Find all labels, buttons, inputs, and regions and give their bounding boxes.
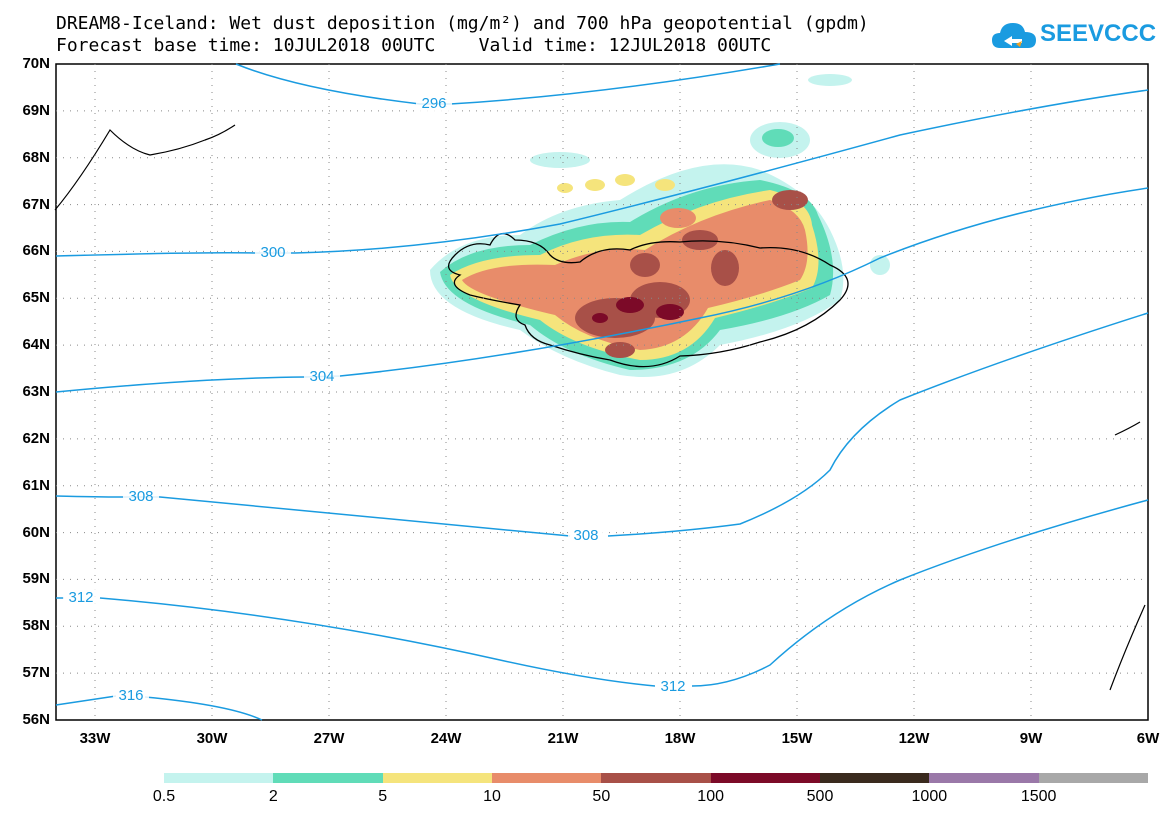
lat-label: 57N bbox=[22, 664, 50, 682]
lat-label: 64N bbox=[22, 336, 50, 354]
legend-swatch bbox=[273, 773, 383, 783]
lat-label: 63N bbox=[22, 383, 50, 400]
legend-swatch bbox=[1038, 773, 1148, 783]
lat-label: 68N bbox=[22, 148, 50, 166]
contour-label: 296 bbox=[421, 95, 446, 112]
legend-label: 2 bbox=[268, 788, 278, 805]
legend-swatch bbox=[929, 773, 1039, 783]
cloud-logo-icon bbox=[992, 23, 1036, 48]
lat-label: 62N bbox=[22, 429, 50, 447]
lat-label: 66N bbox=[22, 242, 50, 260]
legend-label: 50 bbox=[592, 788, 611, 805]
contour-label: 308 bbox=[573, 527, 598, 544]
dust-deposition-field bbox=[430, 74, 890, 377]
map-title: DREAM8-Iceland: Wet dust deposition (mg/… bbox=[56, 13, 869, 34]
lat-label: 67N bbox=[22, 195, 50, 213]
greenland-coastline bbox=[54, 124, 236, 211]
legend-label: 1500 bbox=[1020, 788, 1057, 805]
legend-swatch bbox=[710, 773, 820, 783]
geopotential-contours bbox=[55, 63, 1149, 721]
lon-label: 18W bbox=[664, 730, 696, 747]
contour-308a bbox=[55, 495, 571, 537]
logo-wordmark: SEEVCCC bbox=[1040, 20, 1157, 47]
contour-label: 316 bbox=[118, 687, 143, 704]
legend-swatch bbox=[164, 773, 274, 783]
lat-label: 70N bbox=[22, 55, 50, 72]
lon-label: 27W bbox=[313, 730, 345, 747]
legend-label: 500 bbox=[806, 788, 834, 805]
legend-label: 1000 bbox=[911, 788, 948, 805]
lat-label: 60N bbox=[22, 523, 50, 541]
legend-swatch bbox=[382, 773, 492, 783]
contour-316 bbox=[55, 695, 263, 721]
lat-label: 61N bbox=[22, 476, 50, 494]
contour-label: 304 bbox=[309, 368, 334, 385]
lon-label: 15W bbox=[781, 730, 813, 747]
contour-label: 312 bbox=[68, 589, 93, 606]
legend-label: 10 bbox=[483, 788, 501, 805]
lat-label: 65N bbox=[22, 289, 50, 307]
lon-label: 12W bbox=[898, 730, 930, 747]
seevccc-logo: SEEVCCC bbox=[990, 18, 1156, 58]
forecast-times: Forecast base time: 10JUL2018 00UTC Vali… bbox=[56, 35, 772, 56]
contour-label: 308 bbox=[128, 488, 153, 505]
lat-label: 56N bbox=[22, 711, 50, 728]
legend-label: 0.5 bbox=[152, 788, 176, 805]
legend-swatch bbox=[601, 773, 711, 783]
contour-312a bbox=[56, 597, 656, 687]
contour-labels: 296 300 304 308 308 312 312 316 bbox=[63, 95, 691, 704]
legend-label: 100 bbox=[697, 788, 724, 805]
contour-296 bbox=[235, 63, 781, 105]
faroe-shetland-coastline bbox=[1109, 421, 1146, 691]
lat-label: 59N bbox=[22, 570, 50, 588]
contour-308b bbox=[607, 312, 1149, 537]
lon-label: 9W bbox=[1019, 730, 1043, 747]
contour-304 bbox=[55, 187, 1149, 393]
lon-label: 6W bbox=[1136, 730, 1160, 747]
lat-label: 69N bbox=[22, 101, 50, 119]
contour-label: 312 bbox=[660, 678, 685, 695]
contour-312b bbox=[691, 499, 1149, 687]
lon-label: 21W bbox=[547, 730, 579, 747]
lon-label: 33W bbox=[79, 730, 111, 747]
contour-label: 300 bbox=[260, 244, 285, 261]
contour-300 bbox=[55, 89, 1149, 257]
legend-swatch bbox=[820, 773, 930, 783]
graticule bbox=[56, 64, 1148, 720]
legend-label: 5 bbox=[378, 788, 388, 805]
lat-label: 58N bbox=[22, 617, 50, 635]
legend-swatch bbox=[492, 773, 602, 783]
iceland-coastline bbox=[448, 233, 849, 368]
lon-label: 24W bbox=[430, 730, 462, 747]
lon-label: 30W bbox=[196, 730, 228, 747]
